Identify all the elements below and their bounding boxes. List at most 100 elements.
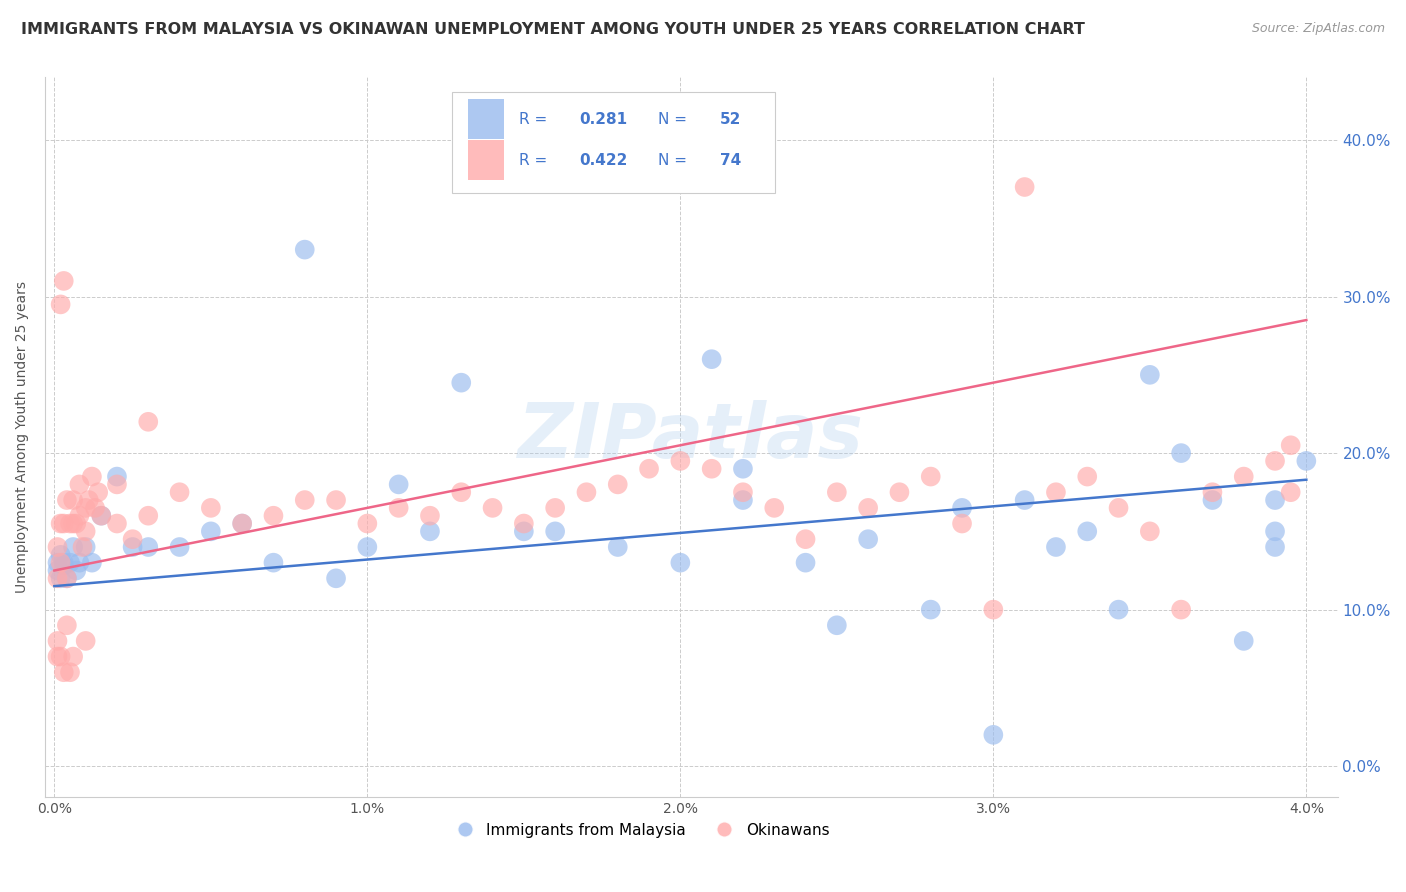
Okinawans: [59, 516, 82, 531]
Okinawans: [75, 500, 97, 515]
Okinawans: [856, 500, 879, 515]
Immigrants from Malaysia: [49, 548, 72, 562]
Okinawans: [65, 516, 87, 531]
Immigrants from Malaysia: [262, 556, 284, 570]
Immigrants from Malaysia: [950, 500, 973, 515]
Okinawans: [67, 508, 90, 523]
Okinawans: [80, 469, 103, 483]
Okinawans: [544, 500, 567, 515]
Okinawans: [731, 485, 754, 500]
Immigrants from Malaysia: [1108, 602, 1130, 616]
Okinawans: [1279, 438, 1302, 452]
Immigrants from Malaysia: [65, 564, 87, 578]
Immigrants from Malaysia: [136, 540, 159, 554]
Okinawans: [388, 500, 411, 515]
Immigrants from Malaysia: [200, 524, 222, 539]
Okinawans: [56, 493, 79, 508]
Immigrants from Malaysia: [80, 556, 103, 570]
Text: IMMIGRANTS FROM MALAYSIA VS OKINAWAN UNEMPLOYMENT AMONG YOUTH UNDER 25 YEARS COR: IMMIGRANTS FROM MALAYSIA VS OKINAWAN UNE…: [21, 22, 1085, 37]
Okinawans: [1014, 180, 1036, 194]
Immigrants from Malaysia: [169, 540, 191, 554]
Okinawans: [169, 485, 191, 500]
Okinawans: [575, 485, 598, 500]
Okinawans: [121, 532, 143, 546]
Okinawans: [52, 274, 75, 288]
Immigrants from Malaysia: [450, 376, 472, 390]
Immigrants from Malaysia: [1076, 524, 1098, 539]
Okinawans: [1201, 485, 1223, 500]
Immigrants from Malaysia: [325, 571, 347, 585]
Text: 74: 74: [720, 153, 741, 168]
Okinawans: [84, 500, 107, 515]
Okinawans: [87, 485, 110, 500]
Okinawans: [889, 485, 911, 500]
Immigrants from Malaysia: [544, 524, 567, 539]
Okinawans: [763, 500, 786, 515]
Legend: Immigrants from Malaysia, Okinawans: Immigrants from Malaysia, Okinawans: [444, 816, 835, 844]
Okinawans: [950, 516, 973, 531]
Okinawans: [638, 462, 661, 476]
Text: N =: N =: [658, 153, 692, 168]
Immigrants from Malaysia: [1139, 368, 1161, 382]
Okinawans: [1045, 485, 1067, 500]
Text: R =: R =: [519, 112, 553, 127]
Okinawans: [52, 665, 75, 680]
Immigrants from Malaysia: [56, 571, 79, 585]
Immigrants from Malaysia: [90, 508, 112, 523]
Immigrants from Malaysia: [105, 469, 128, 483]
Immigrants from Malaysia: [52, 556, 75, 570]
Immigrants from Malaysia: [731, 462, 754, 476]
Okinawans: [1170, 602, 1192, 616]
Okinawans: [983, 602, 1005, 616]
Text: N =: N =: [658, 112, 692, 127]
Text: 0.281: 0.281: [579, 112, 627, 127]
Immigrants from Malaysia: [388, 477, 411, 491]
Immigrants from Malaysia: [920, 602, 942, 616]
Okinawans: [1264, 454, 1286, 468]
Okinawans: [52, 516, 75, 531]
Okinawans: [49, 297, 72, 311]
Text: Source: ZipAtlas.com: Source: ZipAtlas.com: [1251, 22, 1385, 36]
Okinawans: [606, 477, 628, 491]
Okinawans: [46, 634, 69, 648]
Bar: [468, 99, 503, 139]
Immigrants from Malaysia: [983, 728, 1005, 742]
Okinawans: [62, 516, 84, 531]
Okinawans: [1139, 524, 1161, 539]
Okinawans: [231, 516, 253, 531]
Okinawans: [1233, 469, 1256, 483]
Okinawans: [294, 493, 316, 508]
Okinawans: [56, 618, 79, 632]
Immigrants from Malaysia: [1170, 446, 1192, 460]
Immigrants from Malaysia: [46, 556, 69, 570]
Okinawans: [1076, 469, 1098, 483]
Okinawans: [1108, 500, 1130, 515]
Okinawans: [450, 485, 472, 500]
Text: 0.422: 0.422: [579, 153, 627, 168]
Okinawans: [46, 540, 69, 554]
Okinawans: [90, 508, 112, 523]
Text: 52: 52: [720, 112, 741, 127]
Okinawans: [67, 477, 90, 491]
Okinawans: [49, 516, 72, 531]
Immigrants from Malaysia: [419, 524, 441, 539]
Okinawans: [72, 540, 94, 554]
Okinawans: [77, 493, 100, 508]
Okinawans: [1279, 485, 1302, 500]
Okinawans: [59, 665, 82, 680]
Y-axis label: Unemployment Among Youth under 25 years: Unemployment Among Youth under 25 years: [15, 282, 30, 593]
Immigrants from Malaysia: [731, 493, 754, 508]
Immigrants from Malaysia: [669, 556, 692, 570]
Immigrants from Malaysia: [1045, 540, 1067, 554]
Immigrants from Malaysia: [294, 243, 316, 257]
Immigrants from Malaysia: [49, 571, 72, 585]
Okinawans: [49, 649, 72, 664]
Immigrants from Malaysia: [1233, 634, 1256, 648]
Immigrants from Malaysia: [67, 556, 90, 570]
Okinawans: [356, 516, 378, 531]
Okinawans: [56, 571, 79, 585]
Immigrants from Malaysia: [231, 516, 253, 531]
Okinawans: [75, 524, 97, 539]
Immigrants from Malaysia: [356, 540, 378, 554]
Okinawans: [62, 493, 84, 508]
